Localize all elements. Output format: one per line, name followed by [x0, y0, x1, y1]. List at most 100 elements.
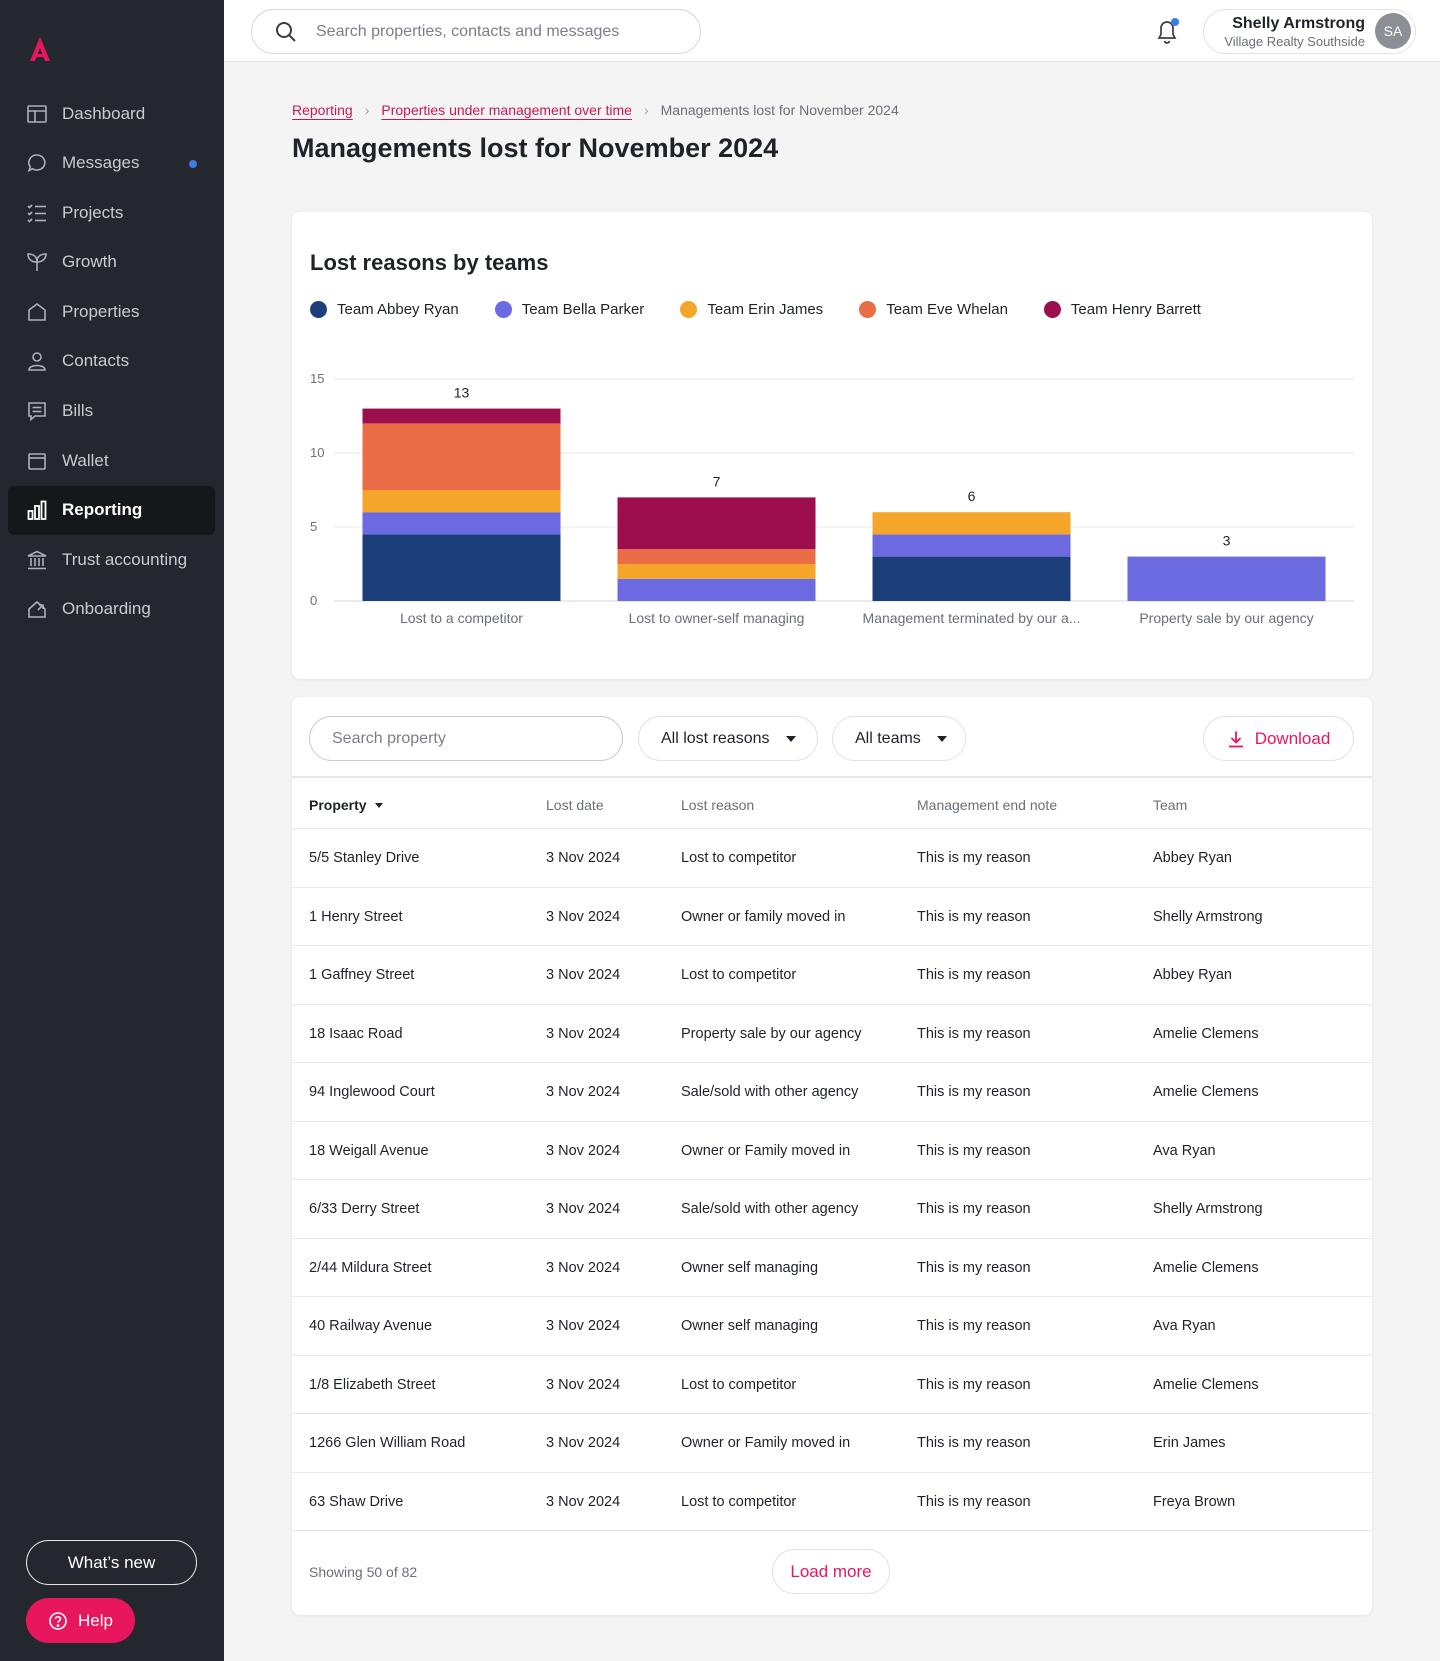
legend-item[interactable]: Team Abbey Ryan	[310, 301, 459, 318]
breadcrumb-properties-link[interactable]: Properties under management over time	[381, 102, 632, 118]
legend-label: Team Erin James	[707, 301, 824, 318]
chart-title: Lost reasons by teams	[310, 250, 549, 275]
table-row[interactable]: 1/8 Elizabeth Street 3 Nov 2024 Lost to co…	[292, 1356, 1372, 1414]
legend-label: Team Eve Whelan	[886, 301, 1008, 318]
message-icon	[27, 154, 46, 173]
chart-card: Lost reasons by teams Team Abbey Ryan Te…	[292, 212, 1372, 679]
legend-item[interactable]: Team Erin James	[680, 301, 823, 318]
filter-bar: All lost reasons All teams Download	[292, 697, 1372, 778]
help-icon	[49, 1611, 67, 1630]
cell-property: 1 Henry Street	[309, 908, 403, 925]
legend-label: Team Bella Parker	[521, 301, 645, 318]
caret-down-icon	[936, 735, 947, 742]
sidebar: Dashboard Messages Projects Growth Prope…	[0, 0, 224, 1661]
load-more-button[interactable]: Load more	[772, 1549, 890, 1594]
sidebar-item-growth[interactable]: Growth	[8, 238, 215, 287]
sidebar-item-label: Projects	[62, 202, 124, 222]
cell-end-note: This is my reason	[917, 908, 1031, 925]
cell-team: Amelie Clemens	[1153, 1025, 1259, 1042]
table-row[interactable]: 18 Isaac Road 3 Nov 2024 Property sale by …	[292, 1005, 1372, 1063]
bell-icon	[1157, 21, 1177, 44]
help-button[interactable]: Help	[26, 1598, 135, 1643]
breadcrumb-reporting-link[interactable]: Reporting	[292, 102, 353, 118]
legend-item[interactable]: Team Eve Whelan	[859, 301, 1008, 318]
sidebar-nav: Dashboard Messages Projects Growth Prope…	[8, 89, 215, 635]
table-header: Property Lost date Lost reason Managemen…	[292, 780, 1372, 829]
sidebar-item-bills[interactable]: Bills	[8, 387, 215, 436]
bar-total-label: 6	[968, 488, 976, 504]
lost-reasons-dropdown[interactable]: All lost reasons	[638, 716, 818, 761]
bar-total-label: 13	[454, 385, 470, 401]
bar-segment	[617, 549, 816, 564]
cell-lost-reason: Owner or family moved in	[681, 908, 846, 925]
sidebar-item-onboarding[interactable]: Onboarding	[8, 585, 215, 634]
global-search-input[interactable]	[316, 22, 656, 41]
cell-lost-date: 3 Nov 2024	[546, 1084, 621, 1100]
cell-team: Amelie Clemens	[1153, 1259, 1259, 1276]
table-row[interactable]: 6/33 Derry Street 3 Nov 2024 Sale/sold wit…	[292, 1180, 1372, 1239]
cell-lost-reason: Owner self managing	[681, 1318, 819, 1334]
bar-segment	[362, 534, 561, 601]
cell-end-note: This is my reason	[917, 1493, 1031, 1510]
showing-count: Showing 50 of 82	[309, 1564, 418, 1580]
table-row[interactable]: 94 Inglewood Court 3 Nov 2024 Sale/sold wi…	[292, 1063, 1372, 1122]
y-tick-label: 10	[310, 445, 324, 460]
global-search[interactable]	[251, 9, 701, 54]
table-row[interactable]: 40 Railway Avenue 3 Nov 2024 Owner self ma…	[292, 1297, 1372, 1356]
cell-property: 6/33 Derry Street	[309, 1201, 420, 1217]
app-logo[interactable]	[28, 36, 52, 62]
sidebar-item-contacts[interactable]: Contacts	[8, 337, 215, 386]
cell-lost-reason: Lost to competitor	[681, 1493, 797, 1510]
sidebar-item-messages[interactable]: Messages	[8, 139, 215, 188]
column-header-property[interactable]: Property	[309, 797, 383, 813]
legend-item[interactable]: Team Bella Parker	[494, 301, 645, 318]
sidebar-item-reporting[interactable]: Reporting	[8, 485, 215, 535]
sidebar-item-trust-accounting[interactable]: Trust accounting	[8, 535, 215, 584]
property-search-input[interactable]	[309, 716, 623, 761]
table-row[interactable]: 1 Gaffney Street 3 Nov 2024 Lost to compet…	[292, 946, 1372, 1005]
cell-lost-reason: Property sale by our agency	[681, 1025, 862, 1042]
sidebar-item-properties[interactable]: Properties	[8, 287, 215, 336]
x-category-label: Management terminated by our a...	[863, 610, 1081, 626]
teams-dropdown[interactable]: All teams	[832, 716, 966, 761]
cell-property: 2/44 Mildura Street	[309, 1259, 432, 1276]
onboarding-icon	[28, 601, 46, 619]
cell-lost-date: 3 Nov 2024	[546, 1259, 621, 1276]
sidebar-item-label: Growth	[62, 252, 117, 272]
column-header-lost-reason[interactable]: Lost reason	[681, 797, 755, 813]
bar-segment	[1127, 556, 1326, 601]
cell-lost-reason: Lost to competitor	[681, 1376, 797, 1393]
sidebar-item-wallet[interactable]: Wallet	[8, 436, 215, 485]
user-name: Shelly Armstrong	[1232, 15, 1365, 32]
sidebar-item-label: Properties	[62, 301, 140, 321]
user-org: Village Realty Southside	[1224, 34, 1365, 49]
table-row[interactable]: 63 Shaw Drive 3 Nov 2024 Lost to competito…	[292, 1473, 1372, 1531]
y-tick-label: 5	[310, 519, 317, 534]
unread-indicator	[189, 159, 197, 168]
notifications-button[interactable]	[1153, 16, 1181, 46]
cell-end-note: This is my reason	[917, 1318, 1031, 1334]
table-row[interactable]: 18 Weigall Avenue 3 Nov 2024 Owner or Fami…	[292, 1122, 1372, 1180]
table-row[interactable]: 2/44 Mildura Street 3 Nov 2024 Owner self …	[292, 1239, 1372, 1297]
table-row[interactable]: 5/5 Stanley Drive 3 Nov 2024 Lost to compe…	[292, 829, 1372, 888]
whats-new-button[interactable]: What’s new	[26, 1540, 197, 1585]
bar-segment	[872, 534, 1071, 557]
page-title: Managements lost for November 2024	[292, 133, 779, 163]
column-header-lost-date[interactable]: Lost date	[546, 797, 604, 813]
x-category-label: Lost to a competitor	[400, 610, 523, 626]
legend-swatch	[859, 301, 877, 318]
sidebar-item-projects[interactable]: Projects	[8, 188, 215, 237]
sidebar-item-dashboard[interactable]: Dashboard	[8, 89, 215, 138]
table-row[interactable]: 1 Henry Street 3 Nov 2024 Owner or family …	[292, 888, 1372, 946]
cell-lost-reason: Owner or Family moved in	[681, 1142, 851, 1159]
cell-lost-reason: Lost to competitor	[681, 850, 797, 866]
cell-property: 1 Gaffney Street	[309, 967, 415, 983]
table-row[interactable]: 1266 Glen William Road 3 Nov 2024 Owner or…	[292, 1414, 1372, 1473]
sidebar-item-label: Trust accounting	[62, 549, 188, 569]
download-button[interactable]: Download	[1203, 716, 1354, 761]
column-header-end-note[interactable]: Management end note	[917, 797, 1058, 813]
legend-item[interactable]: Team Henry Barrett	[1043, 301, 1201, 318]
column-header-team[interactable]: Team	[1153, 797, 1188, 813]
caret-down-icon	[785, 735, 796, 742]
user-menu[interactable]: Shelly Armstrong Village Realty Southsid…	[1203, 9, 1416, 54]
